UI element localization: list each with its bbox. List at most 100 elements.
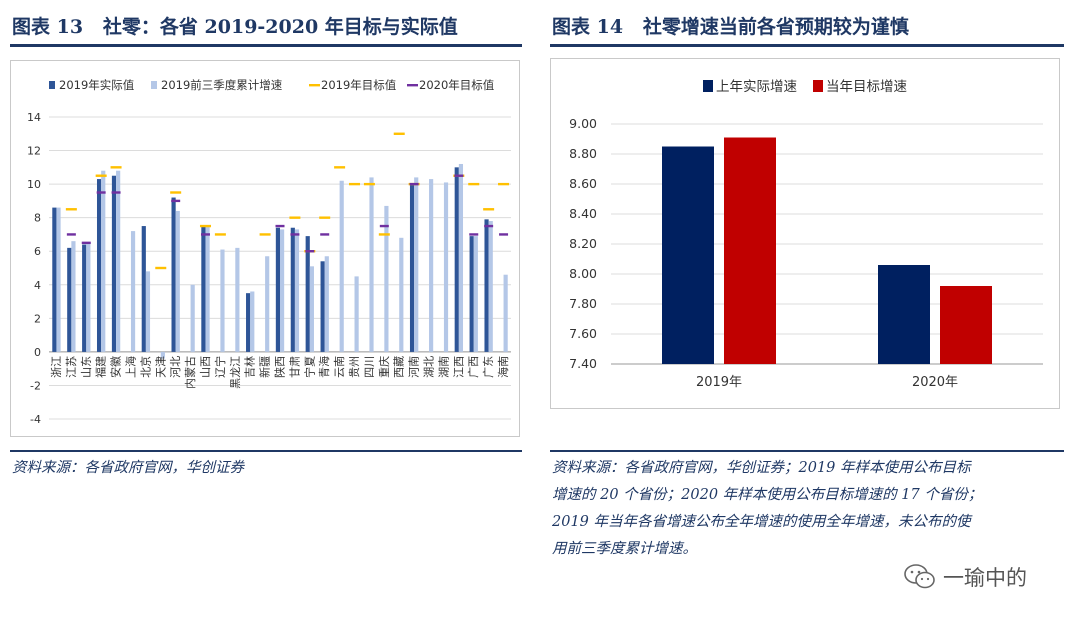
bar-2019年实际值-江西 <box>454 167 459 352</box>
bar-2019前三季度累计增速-广西 <box>473 236 478 352</box>
category-label: 四川 <box>363 356 376 378</box>
category-label: 重庆 <box>377 356 391 378</box>
marker-2019年目标值-贵州 <box>349 182 361 186</box>
bar-2019年实际值-安徽 <box>111 175 117 352</box>
category-label: 甘肃 <box>288 356 301 378</box>
bar-当年目标增速-2019年 <box>724 137 776 364</box>
bar-2019前三季度累计增速-河南 <box>414 177 419 352</box>
bar-2019前三季度累计增速-广东 <box>488 221 493 352</box>
right-chart-frame: 7.40 7.60 7.80 8.00 8.20 8.40 8.60 8.80 9.00 2019… <box>550 58 1060 409</box>
bar-2019前三季度累计增速-新疆 <box>265 256 270 352</box>
bar-2019前三季度累计增速-辽宁 <box>220 249 225 352</box>
legend-swatch-2019年目标值 <box>309 84 320 87</box>
category-label: 吉林 <box>243 356 257 378</box>
right-panel-title: 图表 14 社零增速当前各省预期较为谨慎 <box>552 12 909 39</box>
bar-2019年实际值-江苏 <box>67 247 72 352</box>
bar-2019年实际值-北京 <box>141 226 146 352</box>
bar-2019前三季度累计增速-江西 <box>458 163 464 352</box>
marker-2019年目标值-天津 <box>155 266 167 270</box>
y-tick-label: 8.80 <box>569 146 597 161</box>
y-tick-label: 14 <box>27 111 41 124</box>
right-figure-title: 社零增速当前各省预期较为谨慎 <box>642 16 909 38</box>
category-label: 云南 <box>333 356 346 378</box>
marker-2020年目标值-河南 <box>409 182 419 186</box>
bar-2019前三季度累计增速-青海 <box>324 256 329 352</box>
category-label: 山西 <box>199 356 212 378</box>
bar-2019前三季度累计增速-甘肃 <box>294 229 300 352</box>
marker-2019年目标值-福建 <box>95 174 107 177</box>
right-source: 资料来源：各省政府官网，华创证券；2019 年样本使用公布目标 增速的 20 个… <box>552 455 1067 563</box>
category-label: 海南 <box>496 356 510 378</box>
left-panel-title: 图表 13 社零：各省 2019-2020 年目标与实际值 <box>12 12 458 39</box>
y-tick-label: 8.40 <box>569 206 597 221</box>
legend-swatch-2020年目标值 <box>407 84 418 87</box>
marker-2019年目标值-云南 <box>334 166 346 169</box>
left-chart-frame: -4 -2 0 2 4 6 8 10 12 14 浙江 江苏 山东 福建 安徽 上海 北京 天津 河北 内蒙古 山西 辽宁… <box>10 60 520 437</box>
bar-2019年实际值-广东 <box>484 219 489 352</box>
marker-2020年目标值-河北 <box>171 199 181 203</box>
bar-2019前三季度累计增速-四川 <box>369 177 374 352</box>
bar-上年实际增速-2019年 <box>662 146 714 364</box>
legend-label-上年实际增速: 上年实际增速 <box>716 79 797 95</box>
bar-2019前三季度累计增速-福建 <box>101 170 106 352</box>
marker-2020年目标值-甘肃 <box>290 233 300 236</box>
legend-label-2019前三季度累计增速: 2019前三季度累计增速 <box>161 78 283 92</box>
y-tick-label: 6 <box>34 245 41 258</box>
marker-2020年目标值-青海 <box>320 233 330 236</box>
bar-2019前三季度累计增速-河北 <box>175 210 180 352</box>
left-figure-label: 图表 13 <box>12 16 84 38</box>
right-source-line-1: 资料来源：各省政府官网，华创证券；2019 年样本使用公布目标 <box>552 460 971 476</box>
category-label: 辽宁 <box>213 356 227 378</box>
wechat-icon <box>904 564 935 589</box>
category-label: 陕西 <box>273 356 287 378</box>
category-label: 2019年 <box>696 375 742 390</box>
category-label: 青海 <box>317 356 331 378</box>
marker-2019年目标值-四川 <box>363 182 375 186</box>
marker-2020年目标值-江西 <box>454 174 464 177</box>
marker-2020年目标值-宁夏 <box>305 250 315 253</box>
y-tick-label: 2 <box>34 312 41 325</box>
bar-2019年实际值-福建 <box>96 179 102 352</box>
legend-label-2020年目标值: 2020年目标值 <box>419 78 495 92</box>
y-tick-label: 8 <box>34 212 41 225</box>
bar-2019前三季度累计增速-江苏 <box>71 241 76 352</box>
province-retail-chart: -4 -2 0 2 4 6 8 10 12 14 浙江 江苏 山东 福建 安徽 上海 北京 天津 河北 内蒙古 山西 辽宁… <box>27 78 511 426</box>
bar-2019年实际值-陕西 <box>275 227 280 352</box>
legend-swatch-2019前三季度累计增速 <box>151 81 157 89</box>
category-label: 安徽 <box>109 356 123 378</box>
category-label: 北京 <box>138 356 152 378</box>
marker-2019年目标值-广东 <box>483 208 495 211</box>
bar-2019前三季度累计增速-山西 <box>205 226 210 352</box>
bar-2019年实际值-河南 <box>409 184 415 352</box>
category-label: 湖南 <box>437 356 450 378</box>
marker-2020年目标值-安徽 <box>111 191 121 194</box>
marker-2020年目标值-重庆 <box>379 224 389 228</box>
category-label: 江苏 <box>65 356 78 378</box>
bar-2019前三季度累计增速-黑龙江 <box>235 247 240 352</box>
marker-2019年目标值-江苏 <box>65 208 77 211</box>
left-figure-title: 社零：各省 2019-2020 年目标与实际值 <box>102 16 458 38</box>
y-tick-label: 7.80 <box>569 296 597 311</box>
category-label: 河南 <box>408 356 421 378</box>
left-title-rule <box>10 44 522 47</box>
marker-2019年目标值-重庆 <box>378 233 390 236</box>
bar-2019年实际值-广西 <box>469 236 474 352</box>
bar-2019前三季度累计增速-湖北 <box>429 179 434 352</box>
growth-comparison-chart: 7.40 7.60 7.80 8.00 8.20 8.40 8.60 8.80 9.00 2019… <box>569 79 1043 390</box>
y-tick-label: -2 <box>30 379 41 392</box>
bar-2019前三季度累计增速-天津 <box>160 351 165 359</box>
bar-2019年实际值-甘肃 <box>290 227 295 352</box>
legend-swatch-上年实际增速 <box>703 80 713 92</box>
category-label: 天津 <box>154 356 167 378</box>
y-tick-label: 9.00 <box>569 116 597 131</box>
bar-2019年实际值-青海 <box>320 261 325 352</box>
category-label: 西藏 <box>393 356 406 378</box>
bar-2019前三季度累计增速-吉林 <box>250 291 255 352</box>
y-tick-label: 7.40 <box>569 356 597 371</box>
bar-2019前三季度累计增速-山东 <box>86 242 91 352</box>
marker-2020年目标值-广东 <box>484 224 494 228</box>
y-tick-label: 8.20 <box>569 236 597 251</box>
bar-2019年实际值-吉林 <box>246 293 251 352</box>
category-label: 内蒙古 <box>183 356 197 389</box>
category-label: 福建 <box>94 356 108 378</box>
